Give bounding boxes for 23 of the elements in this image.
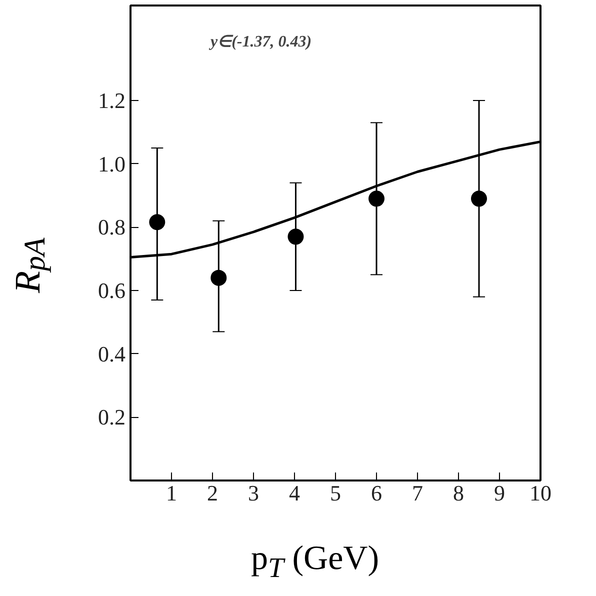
x-tick-label: 10 [530,480,552,506]
point [368,190,384,207]
x-axis-title: p$_{T}$ (GeV) [250,539,380,586]
point [210,270,227,286]
point [471,190,487,207]
y-tick-label: 0.2 [98,404,126,430]
x-tick-label: 1 [166,480,177,506]
y-tick-label: 0.6 [98,278,126,303]
x-tick-label: 2 [207,480,218,506]
y-tick-label: 1.0 [98,151,126,176]
x-tick-label: 7 [412,480,423,506]
x-tick-label: 4 [289,480,300,506]
x-tick-label: 8 [453,480,464,506]
y-tick-label: 1.2 [98,88,126,113]
x-tick-label: 5 [330,480,341,506]
x-tick-label: 9 [494,480,505,506]
x-tick-label: 3 [248,480,259,506]
annotation: y∈(-1.37, 0.43) [208,34,312,50]
point [288,228,304,245]
y-tick-label: 0.4 [98,341,126,366]
point [149,214,166,230]
x-tick-label: 6 [371,480,382,506]
y-tick-label: 0.8 [98,214,126,240]
